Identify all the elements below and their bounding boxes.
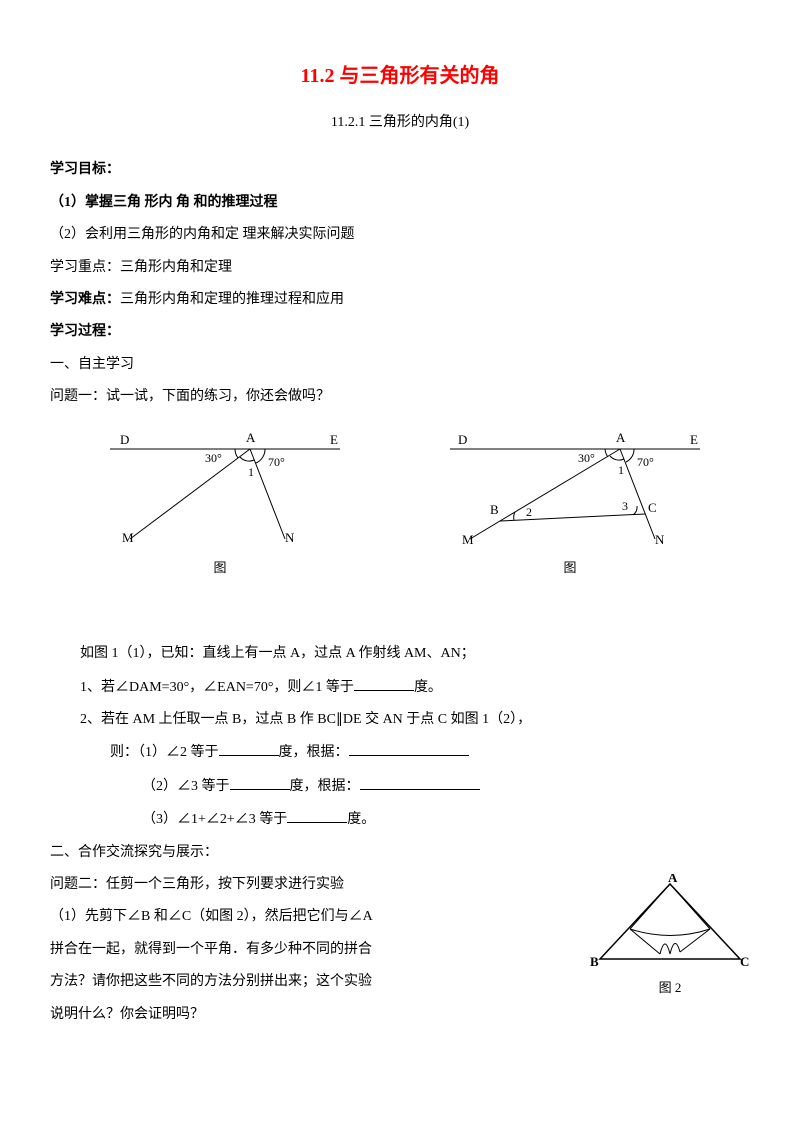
triangle-figure: A B C 图 2	[590, 874, 750, 999]
keypoint: 学习重点：三角形内角和定理	[50, 257, 750, 279]
label-1b: 1	[618, 463, 624, 477]
label-c: C	[648, 500, 657, 515]
figure-1: D A E 30° 70° 1 M N 图	[90, 424, 350, 579]
p2-1: 则：（1）∠2 等于 度，根据：	[50, 741, 750, 764]
label-e2: E	[690, 432, 698, 447]
label-b: B	[490, 502, 499, 517]
figure-2: D A E 30° 70° 1 B 2 3 C M N 图	[430, 424, 710, 579]
label-30: 30°	[205, 451, 222, 465]
label-m2: M	[462, 532, 474, 547]
goal-heading: 学习目标：	[50, 159, 750, 181]
p2-3b: 度。	[347, 812, 375, 827]
p2-line: 2、若在 AM 上任取一点 B，过点 B 作 BC∥DE 交 AN 于点 C 如…	[50, 709, 750, 731]
p1-line: 1、若∠DAM=30°，∠EAN=70°，则∠1 等于 度。	[50, 676, 750, 699]
label-d2: D	[458, 432, 467, 447]
fig2-caption: 图	[430, 558, 710, 579]
label-a: A	[246, 430, 256, 445]
label-1: 1	[248, 465, 254, 479]
known-line: 如图 1（1），已知：直线上有一点 A，过点 A 作射线 AM、AN；	[50, 643, 750, 665]
q2-4: 说明什么？你会证明吗？	[50, 1004, 750, 1026]
label-m: M	[122, 530, 134, 545]
p1-end: 度。	[414, 680, 442, 695]
p2-3: （3）∠1+∠2+∠3 等于 度。	[50, 808, 750, 831]
label-3: 3	[622, 499, 628, 513]
blank-6[interactable]	[287, 808, 347, 823]
difficulty: 学习难点：三角形内角和定理的推理过程和应用	[50, 289, 750, 311]
label-n2: N	[655, 532, 665, 547]
label-e: E	[330, 432, 338, 447]
goal-2: （2）会利用三角形的内角和定 理来解决实际问题	[50, 224, 750, 246]
p2-3a: （3）∠1+∠2+∠3 等于	[142, 812, 287, 827]
figure-row: D A E 30° 70° 1 M N 图 D A E 30° 70° 1	[50, 424, 750, 579]
p2-2a: （2）∠3 等于	[142, 779, 230, 794]
difficulty-label: 学习难点：	[50, 292, 120, 307]
p2-1b: 度，根据：	[279, 745, 349, 760]
tri-c: C	[740, 954, 749, 969]
p2-1a: 则：（1）∠2 等于	[110, 745, 219, 760]
label-70b: 70°	[637, 455, 654, 469]
blank-1[interactable]	[354, 676, 414, 691]
blank-4[interactable]	[230, 775, 290, 790]
tri-a: A	[668, 874, 678, 885]
blank-2[interactable]	[219, 741, 279, 756]
doc-title: 11.2 与三角形有关的角	[50, 60, 750, 92]
doc-subtitle: 11.2.1 三角形的内角(1)	[50, 112, 750, 134]
process-heading: 学习过程：	[50, 321, 750, 343]
label-2: 2	[526, 505, 532, 519]
label-d: D	[120, 432, 129, 447]
label-n: N	[285, 530, 295, 545]
p2-2b: 度，根据：	[290, 779, 360, 794]
section-2: 二、合作交流探究与展示：	[50, 842, 750, 864]
keypoint-text: 三角形内角和定理	[120, 260, 232, 275]
fig1-caption: 图	[90, 558, 350, 579]
p2-2: （2）∠3 等于 度，根据：	[50, 775, 750, 798]
label-70: 70°	[268, 455, 285, 469]
difficulty-text: 三角形内角和定理的推理过程和应用	[120, 292, 344, 307]
triangle-caption: 图 2	[590, 978, 750, 999]
p1-text: 1、若∠DAM=30°，∠EAN=70°，则∠1 等于	[80, 680, 354, 695]
section-1: 一、自主学习	[50, 354, 750, 376]
label-30b: 30°	[578, 451, 595, 465]
blank-5[interactable]	[360, 775, 480, 790]
question-1: 问题一：试一试，下面的练习，你还会做吗？	[50, 386, 750, 408]
goal-1: （1）掌握三角 形内 角 和的推理过程	[50, 192, 750, 214]
label-a2: A	[616, 430, 626, 445]
blank-3[interactable]	[349, 741, 469, 756]
tri-b: B	[590, 954, 599, 969]
keypoint-label: 学习重点：	[50, 260, 120, 275]
